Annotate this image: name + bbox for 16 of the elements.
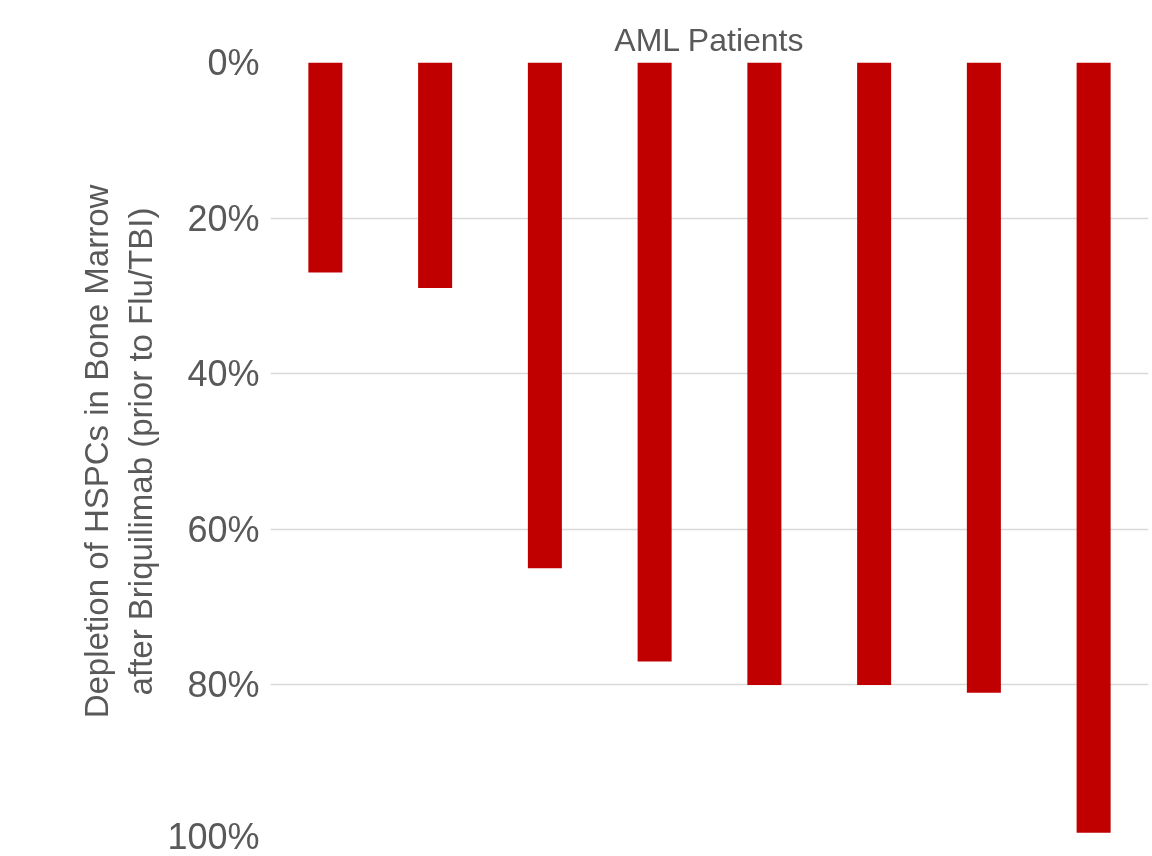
y-tick-label: 20% [187,197,260,239]
y-tick-label: 60% [187,508,260,550]
bar [418,62,453,289]
bar [308,62,343,273]
bar [857,62,892,685]
y-axis-title: Depletion of HSPCs in Bone Marrow after Briquilimab (prior to Flu/TBI) [78,184,160,719]
y-tick-label: 80% [187,664,260,706]
chart-title: AML Patients [614,21,804,58]
bar [966,62,1001,693]
y-tick-label: 0% [207,42,260,83]
bar [747,62,782,685]
bar [1076,62,1111,833]
y-tick-label: 100% [167,815,260,856]
bar [637,62,672,662]
y-tick-label: 40% [187,353,260,395]
bar [527,62,562,569]
